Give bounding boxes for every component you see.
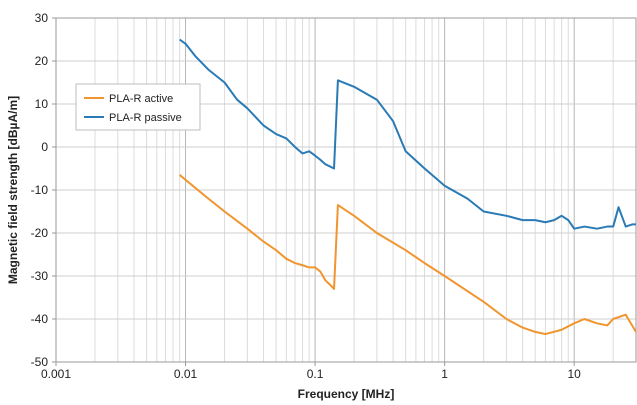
y-tick-label: -20 <box>31 226 49 240</box>
legend-label: PLA-R passive <box>109 112 182 124</box>
series-line-pla-r-active <box>178 174 637 336</box>
y-tick-label: -40 <box>31 312 49 326</box>
y-axis-title: Magnetic field strength [dBµA/m] <box>6 96 20 284</box>
series-line-pla-r-passive <box>179 38 636 230</box>
grid <box>55 17 637 363</box>
y-tick-label: 20 <box>35 54 49 68</box>
y-tick-label: 0 <box>41 140 48 154</box>
x-axis: 0.001 0.01 0.1 1 10 <box>41 362 581 381</box>
x-tick-label: 0.1 <box>307 367 324 381</box>
y-axis: -50 -40 -30 -20 -10 0 10 20 30 <box>31 11 56 369</box>
y-tick-label: 10 <box>35 97 49 111</box>
series-group <box>178 38 637 336</box>
y-tick-label: -50 <box>31 355 49 369</box>
x-tick-label: 0.01 <box>174 367 198 381</box>
y-tick-label: -10 <box>31 183 49 197</box>
legend: PLA-R active PLA-R passive <box>75 83 201 131</box>
x-axis-title: Frequency [MHz] <box>298 387 395 401</box>
x-tick-label: 0.001 <box>41 367 71 381</box>
legend-box <box>75 83 201 131</box>
y-tick-label: -30 <box>31 269 49 283</box>
y-tick-label: 30 <box>35 11 49 25</box>
x-tick-label: 1 <box>441 367 448 381</box>
x-tick-label: 10 <box>568 367 582 381</box>
legend-label: PLA-R active <box>109 93 173 105</box>
